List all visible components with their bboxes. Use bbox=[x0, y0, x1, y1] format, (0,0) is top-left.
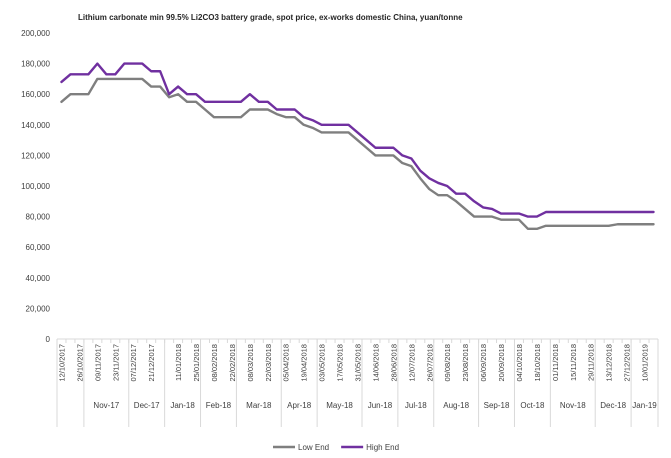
x-tick-label: 26/07/2018 bbox=[425, 344, 434, 382]
x-tick-label: 21/12/2017 bbox=[147, 344, 156, 382]
x-tick-label: 04/10/2018 bbox=[515, 344, 524, 382]
x-tick-label: 06/09/2018 bbox=[479, 344, 488, 382]
month-label: Feb-18 bbox=[206, 401, 232, 410]
month-label: Jan-18 bbox=[170, 401, 195, 410]
x-tick-label: 17/05/2018 bbox=[336, 344, 345, 382]
x-tick-label: 28/06/2018 bbox=[389, 344, 398, 382]
x-tick-label: 12/10/2017 bbox=[57, 344, 66, 382]
x-tick-label: 31/05/2018 bbox=[354, 344, 363, 382]
x-tick-label: 22/03/2018 bbox=[264, 344, 273, 382]
x-tick-label: 18/10/2018 bbox=[533, 344, 542, 382]
x-tick-label: 09/11/2017 bbox=[93, 344, 102, 381]
month-label: Mar-18 bbox=[246, 401, 272, 410]
x-axis: 12/10/2017 26/10/2017 09/11/2017 23/11/2017… bbox=[56, 338, 659, 427]
month-label: Dec-18 bbox=[600, 401, 626, 410]
legend-label: High End bbox=[366, 443, 399, 452]
x-tick-label: 29/11/2018 bbox=[587, 344, 596, 381]
month-label: Apr-18 bbox=[287, 401, 312, 410]
legend: Low End High End bbox=[273, 443, 399, 452]
x-tick-label: 25/01/2018 bbox=[192, 344, 201, 382]
x-tick-label: 23/08/2018 bbox=[461, 344, 470, 382]
month-label: Aug-18 bbox=[443, 401, 469, 410]
x-tick-label: 07/12/2017 bbox=[129, 344, 138, 382]
x-tick-label: 13/12/2018 bbox=[605, 344, 614, 382]
x-tick-label: 27/12/2018 bbox=[623, 344, 632, 382]
x-tick-label: 11/01/2018 bbox=[174, 344, 183, 381]
month-label: Jan-19 bbox=[632, 401, 657, 410]
x-tick-label: 20/09/2018 bbox=[497, 344, 506, 382]
x-tick-label: 08/03/2018 bbox=[246, 344, 255, 382]
y-tick-label: 20,000 bbox=[26, 304, 51, 313]
x-tick-label: 15/11/2018 bbox=[569, 344, 578, 381]
series-line-low-end bbox=[60, 77, 655, 231]
y-tick-label: 80,000 bbox=[26, 213, 51, 222]
y-tick-label: 200,000 bbox=[21, 29, 50, 38]
month-label: May-18 bbox=[326, 401, 353, 410]
month-label: Oct-18 bbox=[520, 401, 545, 410]
x-tick-label: 14/06/2018 bbox=[371, 344, 380, 382]
month-label: Nov-17 bbox=[93, 401, 119, 410]
x-tick-label: 26/10/2017 bbox=[75, 344, 84, 382]
chart-title: Lithium carbonate min 99.5% Li2CO3 batte… bbox=[78, 13, 463, 22]
month-label: Nov-18 bbox=[560, 401, 586, 410]
x-tick-label: 23/11/2017 bbox=[111, 344, 120, 381]
x-tick-label: 19/04/2018 bbox=[300, 344, 309, 382]
x-tick-label: 12/07/2018 bbox=[407, 344, 416, 382]
series-layer bbox=[60, 62, 655, 231]
legend-label: Low End bbox=[298, 443, 329, 452]
x-tick-label: 09/08/2018 bbox=[443, 344, 452, 382]
month-label: Jun-18 bbox=[368, 401, 393, 410]
x-tick-label: 22/02/2018 bbox=[228, 344, 237, 382]
month-label: Jul-18 bbox=[405, 401, 427, 410]
series-line-high-end bbox=[60, 62, 655, 218]
x-tick-label: 10/01/2019 bbox=[641, 344, 650, 382]
x-tick-label: 03/05/2018 bbox=[318, 344, 327, 382]
y-tick-label: 0 bbox=[46, 335, 51, 344]
y-tick-label: 100,000 bbox=[21, 182, 50, 191]
y-tick-label: 180,000 bbox=[21, 60, 50, 69]
x-tick-label: 05/04/2018 bbox=[282, 344, 291, 382]
x-tick-label: 08/02/2018 bbox=[210, 344, 219, 382]
y-tick-label: 140,000 bbox=[21, 121, 50, 130]
month-label: Dec-17 bbox=[134, 401, 160, 410]
y-tick-label: 60,000 bbox=[26, 243, 51, 252]
y-tick-label: 40,000 bbox=[26, 274, 51, 283]
x-tick-label: 01/11/2018 bbox=[551, 344, 560, 381]
month-label: Sep-18 bbox=[484, 401, 510, 410]
y-axis: 0 20,000 40,000 60,000 80,000 100,000 120,000 1… bbox=[21, 29, 50, 344]
y-tick-label: 160,000 bbox=[21, 90, 50, 99]
y-tick-label: 120,000 bbox=[21, 151, 50, 160]
